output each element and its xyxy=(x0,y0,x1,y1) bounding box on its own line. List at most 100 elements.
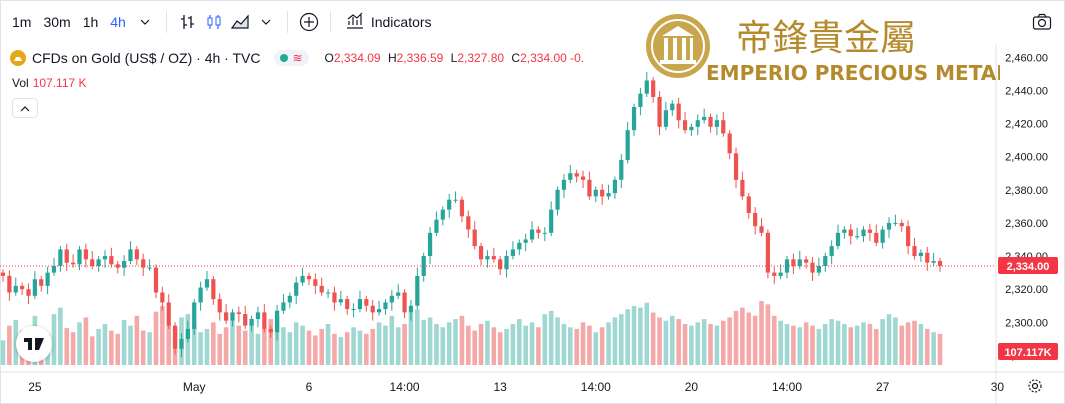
candle[interactable] xyxy=(555,189,560,210)
candle[interactable] xyxy=(268,328,273,333)
candle[interactable] xyxy=(26,289,31,296)
candle[interactable] xyxy=(230,312,235,321)
candle[interactable] xyxy=(759,226,764,233)
symbol-title[interactable]: CFDs on Gold (US$ / OZ) · 4h · TVC xyxy=(32,50,261,66)
candle[interactable] xyxy=(918,252,923,257)
candle[interactable] xyxy=(867,229,872,233)
candle[interactable] xyxy=(179,338,184,349)
candle[interactable] xyxy=(319,285,324,293)
candle[interactable] xyxy=(517,242,522,250)
candle[interactable] xyxy=(153,267,159,293)
candle[interactable] xyxy=(765,232,771,273)
candle[interactable] xyxy=(797,259,802,266)
candle[interactable] xyxy=(593,189,598,197)
candle[interactable] xyxy=(638,93,643,107)
candle[interactable] xyxy=(529,229,535,240)
candle[interactable] xyxy=(434,219,439,233)
candle[interactable] xyxy=(122,261,127,268)
candle[interactable] xyxy=(625,130,630,160)
candle[interactable] xyxy=(166,302,171,326)
candle[interactable] xyxy=(504,256,509,270)
candle[interactable] xyxy=(753,212,758,227)
candle[interactable] xyxy=(287,295,292,303)
candle[interactable] xyxy=(733,153,739,180)
timeframe-1m[interactable]: 1m xyxy=(12,14,32,30)
candle[interactable] xyxy=(147,267,152,269)
candle[interactable] xyxy=(306,275,312,280)
candle[interactable] xyxy=(7,275,12,293)
candle[interactable] xyxy=(619,159,624,180)
candle[interactable] xyxy=(574,173,579,177)
candle[interactable] xyxy=(160,292,165,303)
candle[interactable] xyxy=(96,259,101,266)
candle[interactable] xyxy=(338,299,343,303)
candle[interactable] xyxy=(472,229,477,247)
candle[interactable] xyxy=(651,80,656,98)
candle[interactable] xyxy=(453,199,458,201)
candle[interactable] xyxy=(912,246,917,257)
candle[interactable] xyxy=(415,275,420,306)
candle[interactable] xyxy=(236,312,241,315)
candle[interactable] xyxy=(931,261,936,263)
collapse-legend-button[interactable] xyxy=(12,98,38,118)
candle[interactable] xyxy=(447,199,452,210)
candle[interactable] xyxy=(281,302,286,311)
candle[interactable] xyxy=(64,249,69,263)
candle[interactable] xyxy=(702,116,707,121)
candle[interactable] xyxy=(855,236,860,238)
candle[interactable] xyxy=(816,265,821,273)
candle[interactable] xyxy=(829,246,834,257)
candle[interactable] xyxy=(861,229,866,237)
candle[interactable] xyxy=(549,209,554,233)
candle[interactable] xyxy=(568,173,573,180)
candle[interactable] xyxy=(364,299,369,306)
candle[interactable] xyxy=(721,120,726,134)
candle[interactable] xyxy=(880,229,885,243)
candle[interactable] xyxy=(689,126,694,131)
candle[interactable] xyxy=(13,285,18,293)
candle[interactable] xyxy=(440,209,445,220)
candle[interactable] xyxy=(778,272,783,276)
candle[interactable] xyxy=(886,222,892,230)
candle[interactable] xyxy=(102,256,108,260)
candle[interactable] xyxy=(600,189,605,197)
candle[interactable] xyxy=(71,262,76,265)
candle[interactable] xyxy=(389,295,394,303)
candle[interactable] xyxy=(223,312,229,321)
bar-style-icon[interactable] xyxy=(175,9,201,35)
candle[interactable] xyxy=(670,103,675,111)
candle[interactable] xyxy=(772,272,777,276)
candle[interactable] xyxy=(631,106,637,131)
candle[interactable] xyxy=(39,279,44,286)
candle[interactable] xyxy=(810,262,815,273)
candle[interactable] xyxy=(835,232,841,247)
camera-icon[interactable] xyxy=(1029,9,1055,35)
candle[interactable] xyxy=(262,312,267,329)
candle[interactable] xyxy=(823,256,828,266)
area-style-icon[interactable] xyxy=(227,9,253,35)
candle[interactable] xyxy=(45,272,50,286)
candle[interactable] xyxy=(746,196,751,213)
candle[interactable] xyxy=(587,179,592,197)
candle[interactable] xyxy=(498,259,503,270)
candle[interactable] xyxy=(109,256,114,265)
candle[interactable] xyxy=(676,103,681,121)
candle[interactable] xyxy=(58,249,63,266)
candle[interactable] xyxy=(370,305,375,313)
candle[interactable] xyxy=(274,310,280,333)
candle[interactable] xyxy=(185,328,190,339)
candle[interactable] xyxy=(784,259,790,273)
candle[interactable] xyxy=(523,239,528,243)
candle[interactable] xyxy=(848,229,853,237)
candle[interactable] xyxy=(249,318,254,326)
candle[interactable] xyxy=(899,222,904,227)
candle[interactable] xyxy=(77,249,82,265)
timeframe-1h[interactable]: 1h xyxy=(82,14,99,30)
candle[interactable] xyxy=(408,305,414,313)
candle[interactable] xyxy=(536,229,541,233)
candle[interactable] xyxy=(51,265,57,273)
candle[interactable] xyxy=(561,179,567,190)
candle[interactable] xyxy=(874,232,879,243)
candle[interactable] xyxy=(427,232,433,257)
market-status-pill[interactable]: ≋ xyxy=(274,50,309,66)
